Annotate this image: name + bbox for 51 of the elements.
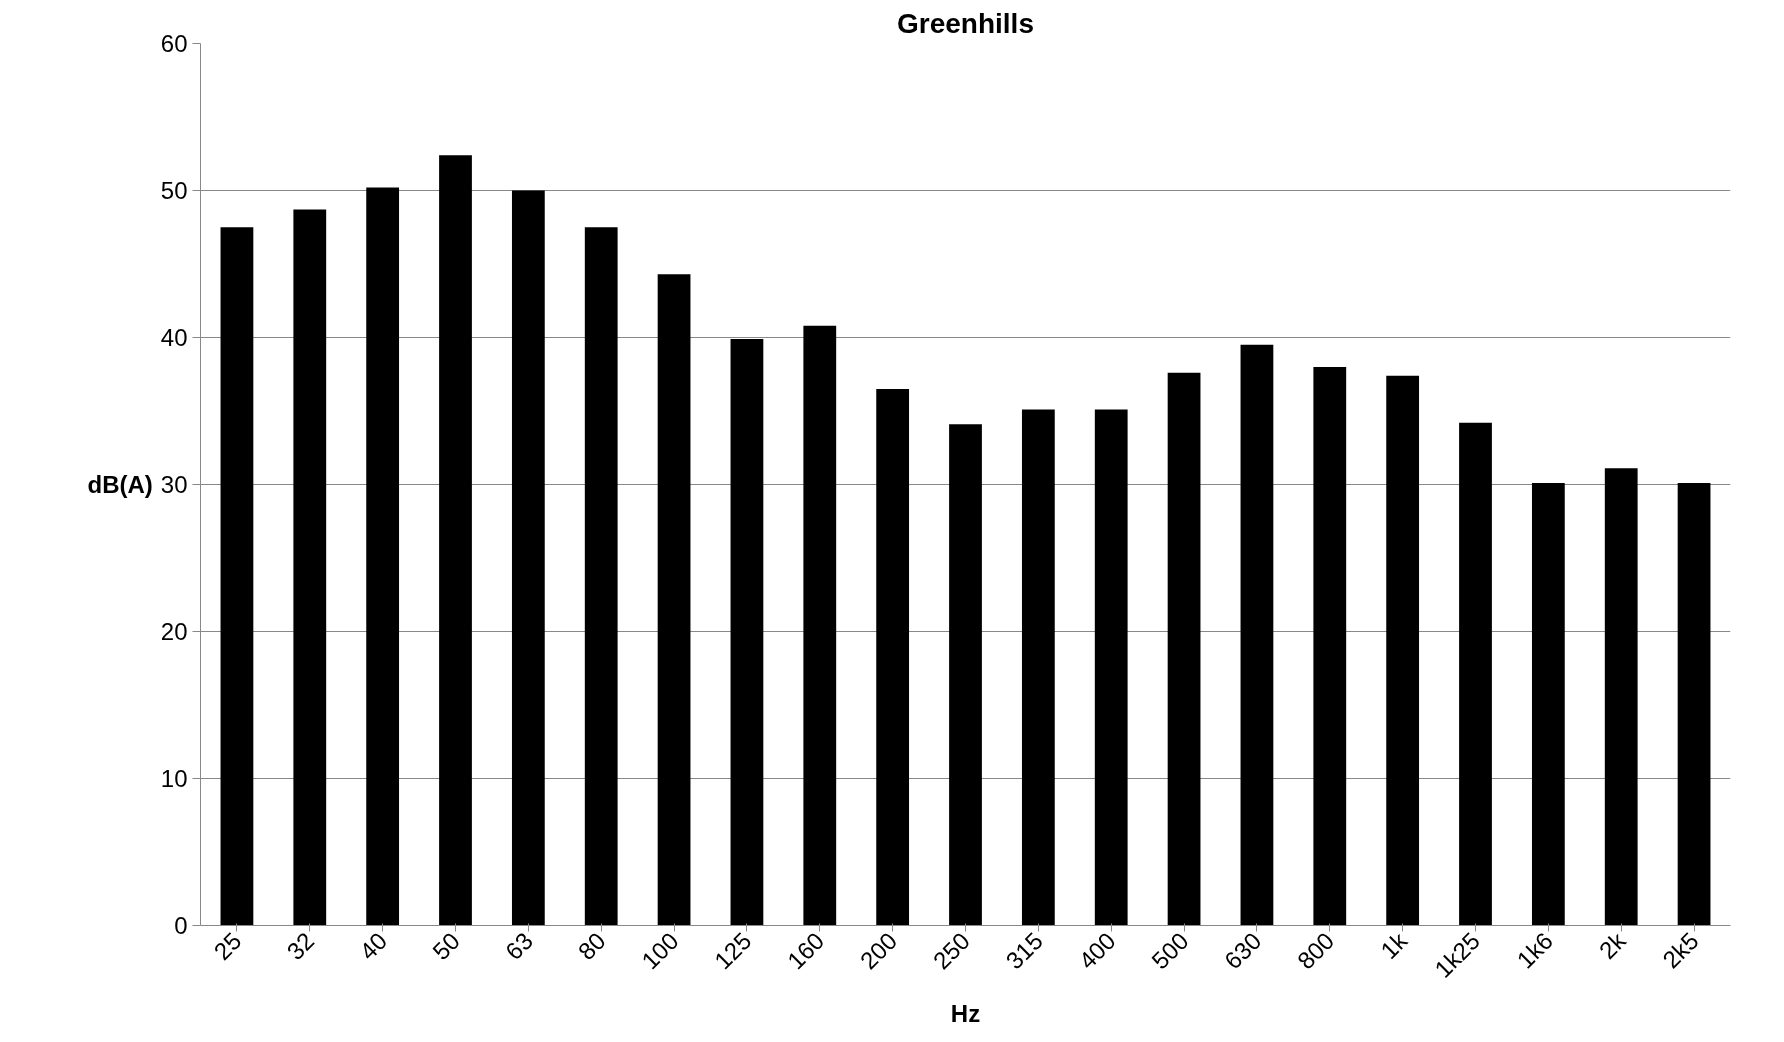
x-tick-label: 1k6 [1511, 926, 1558, 974]
bar [1677, 483, 1711, 926]
x-tick-label: 315 [1000, 926, 1048, 975]
bar [949, 424, 982, 926]
x-axis-title: Hz [950, 1000, 981, 1028]
x-tick-label: 500 [1146, 926, 1194, 975]
bar [803, 325, 837, 926]
x-tick-label: 2k [1593, 926, 1632, 964]
x-tick-label: 50 [427, 926, 466, 965]
y-tick-label: 30 [160, 471, 188, 498]
bar [584, 227, 618, 926]
x-tick-label: 63 [499, 926, 538, 965]
bar [220, 227, 254, 926]
bar [366, 187, 400, 926]
x-tick-label: 32 [281, 926, 320, 965]
bar [1604, 468, 1638, 926]
bar [730, 338, 764, 926]
y-tick-label: 0 [174, 912, 188, 939]
x-tick-label: 160 [781, 926, 830, 975]
x-tick-label: 25 [208, 926, 247, 965]
bar [511, 190, 545, 926]
bar [657, 274, 691, 926]
y-tick-label: 60 [160, 30, 188, 57]
x-tick-label: 40 [354, 926, 393, 965]
y-axis-title: dB(A) [87, 471, 153, 498]
bar [876, 388, 910, 926]
bar [1240, 344, 1274, 926]
chart-title: Greenhills [897, 7, 1034, 39]
bar [1167, 372, 1201, 926]
y-tick-label: 50 [160, 177, 188, 204]
y-tick-label: 20 [160, 618, 188, 645]
bar [1531, 483, 1565, 926]
x-tick-label: 80 [572, 926, 611, 965]
x-tick-label: 100 [636, 926, 684, 975]
bar [1021, 409, 1055, 926]
x-tick-label: 800 [1291, 926, 1340, 975]
bar [1094, 409, 1128, 926]
bar [1313, 366, 1347, 926]
x-tick-label: 250 [927, 926, 976, 975]
y-tick-label: 40 [160, 324, 188, 351]
x-tick-label: 630 [1219, 926, 1267, 975]
x-tick-label: 2k5 [1657, 926, 1704, 974]
bar [1386, 375, 1420, 926]
x-tick-label: 400 [1073, 926, 1121, 975]
bar [439, 155, 472, 926]
bar [1459, 422, 1492, 926]
bar [293, 209, 327, 926]
x-tick-label: 200 [854, 926, 903, 975]
x-tick-label: 125 [709, 926, 757, 975]
x-tick-label: 1k [1375, 926, 1413, 964]
y-tick-label: 10 [160, 765, 188, 792]
